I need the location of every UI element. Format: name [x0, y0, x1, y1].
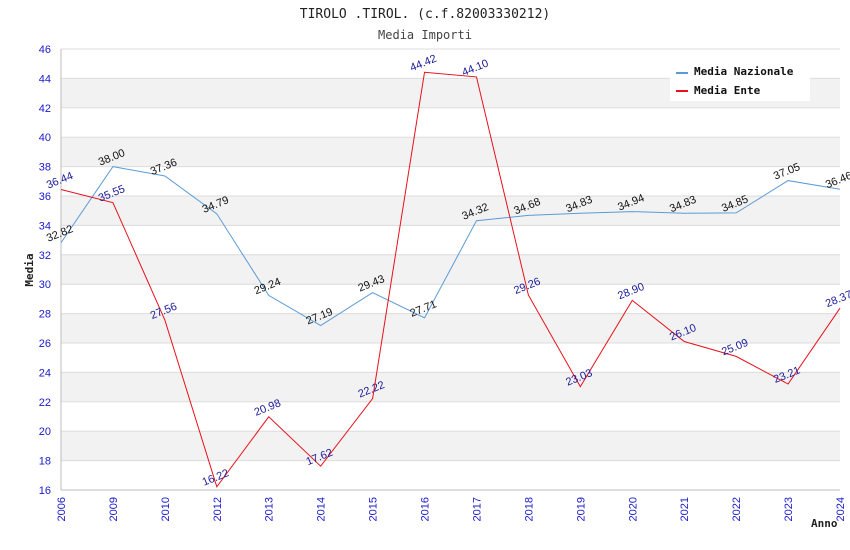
y-tick-label: 42 — [39, 103, 51, 115]
data-label-media-ente: 44.42 — [408, 53, 438, 74]
y-tick-label: 18 — [39, 456, 51, 468]
x-tick-label: 2013 — [264, 497, 276, 521]
x-tick-label: 2009 — [108, 497, 120, 521]
x-tick-label: 2024 — [835, 497, 847, 521]
x-tick-label: 2012 — [212, 497, 224, 521]
x-tick-label: 2006 — [56, 497, 68, 521]
grid-band — [61, 137, 840, 167]
y-tick-label: 38 — [39, 162, 51, 174]
legend-box — [670, 59, 810, 101]
grid-band — [61, 196, 840, 226]
grid-band — [61, 372, 840, 402]
data-label-media-ente: 16.22 — [201, 467, 231, 488]
series-line-media-ente — [60, 71, 841, 488]
data-label-media-ente: 28.37 — [824, 289, 850, 310]
y-tick-label: 26 — [39, 338, 51, 350]
y-tick-label: 22 — [39, 397, 51, 409]
x-axis-title: Anno — [811, 517, 838, 530]
x-tick-label: 2017 — [471, 497, 483, 521]
x-tick-labels: 2006 2009 2010 2012 2013 2014 2015 2016 2017 2018… — [56, 497, 847, 521]
x-tick-label: 2020 — [627, 497, 639, 521]
y-tick-label: 40 — [39, 132, 51, 144]
legend-label-media-nazionale: Media Nazionale — [694, 65, 794, 78]
x-tick-label: 2018 — [523, 497, 535, 521]
x-tick-label: 2021 — [679, 497, 691, 521]
x-tick-label: 2014 — [316, 497, 328, 521]
y-tick-label: 30 — [39, 279, 51, 291]
y-tick-label: 34 — [39, 220, 51, 232]
x-tick-label: 2015 — [368, 497, 380, 521]
legend: Media Nazionale Media Ente — [670, 59, 810, 101]
legend-label-media-ente: Media Ente — [694, 84, 761, 97]
series-lines — [60, 71, 841, 488]
data-label-media-ente: 44.10 — [460, 57, 490, 78]
x-tick-label: 2022 — [731, 497, 743, 521]
grid-bands — [61, 78, 840, 461]
y-tick-label: 46 — [39, 44, 51, 56]
y-tick-label: 28 — [39, 309, 51, 321]
chart-subtitle: Media Importi — [378, 28, 472, 42]
x-tick-label: 2016 — [420, 497, 432, 521]
y-tick-label: 16 — [39, 485, 51, 497]
x-tick-label: 2019 — [575, 497, 587, 521]
y-tick-label: 36 — [39, 191, 51, 203]
grid-band — [61, 431, 840, 461]
chart-title: TIROLO .TIROL. (c.f.82003330212) — [300, 7, 550, 22]
y-tick-label: 24 — [39, 367, 51, 379]
y-tick-labels: 16 18 20 22 24 26 28 30 32 34 36 38 40 42 44 46 — [39, 44, 51, 497]
y-tick-label: 44 — [39, 73, 51, 85]
series-line-media-nazionale — [60, 166, 841, 327]
x-tick-label: 2023 — [783, 497, 795, 521]
y-tick-label: 20 — [39, 426, 51, 438]
grid-band — [61, 313, 840, 343]
y-tick-label: 32 — [39, 250, 51, 262]
x-tick-label: 2010 — [160, 497, 172, 521]
data-label-media-nazionale: 36.46 — [824, 170, 850, 191]
y-axis-title: Media — [23, 253, 36, 286]
